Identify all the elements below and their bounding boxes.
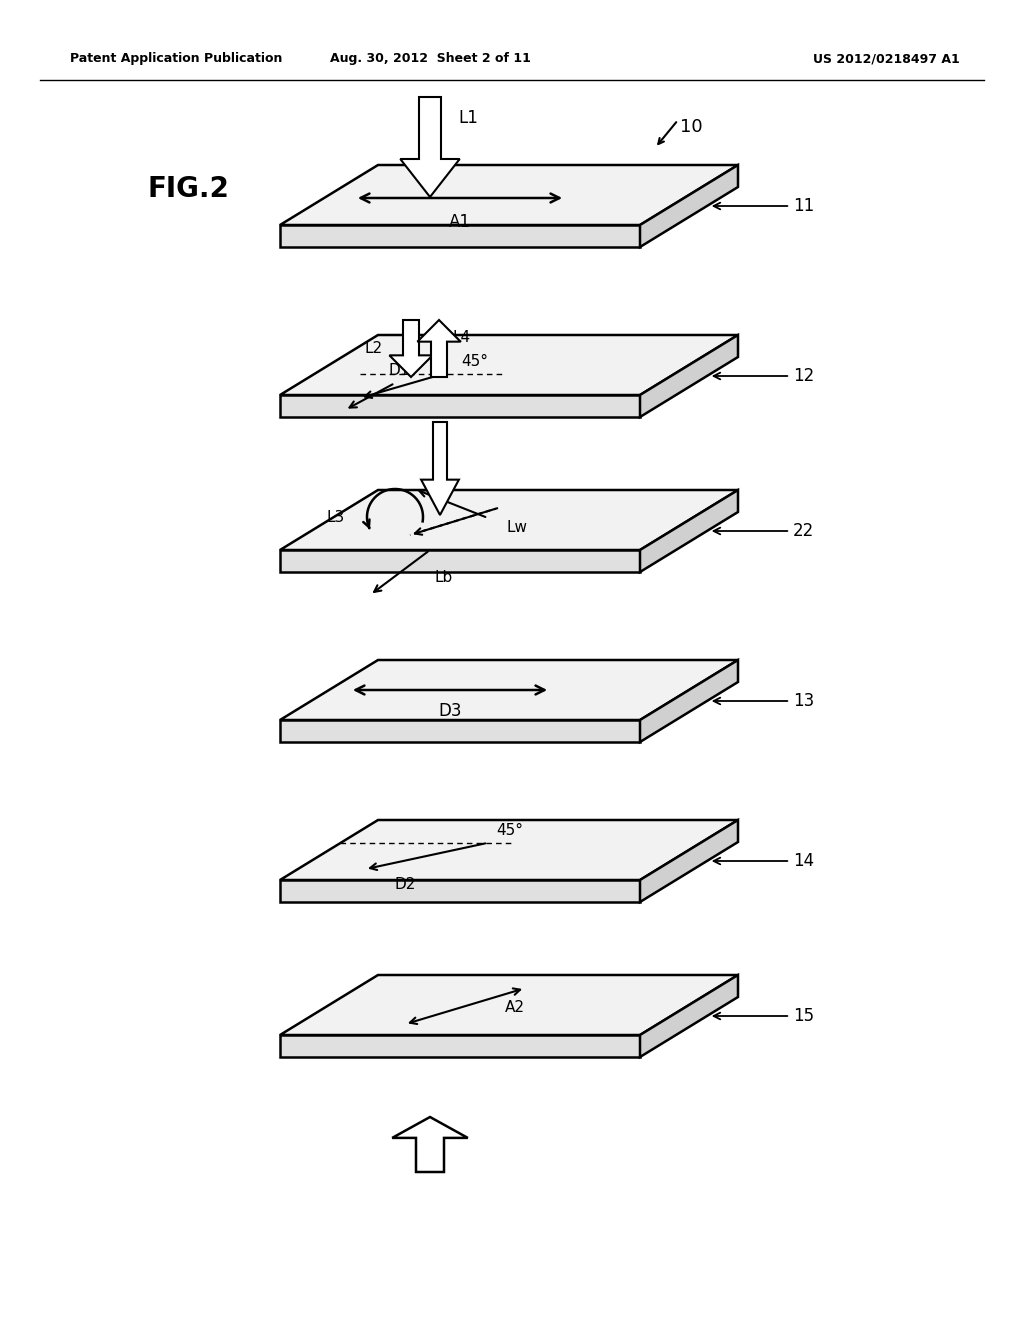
Text: L4: L4 <box>453 330 471 345</box>
Text: US 2012/0218497 A1: US 2012/0218497 A1 <box>813 51 961 65</box>
Text: 10: 10 <box>680 117 702 136</box>
Polygon shape <box>640 335 738 417</box>
Text: A2: A2 <box>505 1001 525 1015</box>
Polygon shape <box>280 165 738 224</box>
Text: 14: 14 <box>714 851 814 870</box>
Polygon shape <box>280 335 738 395</box>
Polygon shape <box>640 660 738 742</box>
Polygon shape <box>280 660 738 719</box>
Text: L2: L2 <box>365 341 383 356</box>
Polygon shape <box>389 319 432 378</box>
Polygon shape <box>280 820 738 880</box>
Text: 13: 13 <box>714 692 814 710</box>
Text: A1: A1 <box>449 213 471 231</box>
Polygon shape <box>640 820 738 902</box>
Text: Lw: Lw <box>506 520 527 535</box>
Text: 15: 15 <box>714 1007 814 1026</box>
Polygon shape <box>418 319 461 378</box>
Text: 45°: 45° <box>496 822 523 838</box>
Polygon shape <box>421 422 459 515</box>
Polygon shape <box>280 490 738 550</box>
Polygon shape <box>640 490 738 572</box>
Polygon shape <box>280 719 640 742</box>
Text: D1: D1 <box>388 363 410 378</box>
Text: L3: L3 <box>327 510 345 524</box>
Text: D2: D2 <box>395 878 417 892</box>
Text: Aug. 30, 2012  Sheet 2 of 11: Aug. 30, 2012 Sheet 2 of 11 <box>330 51 530 65</box>
Polygon shape <box>280 975 738 1035</box>
Text: FIG.2: FIG.2 <box>148 176 229 203</box>
Polygon shape <box>280 550 640 572</box>
Polygon shape <box>280 395 640 417</box>
Text: Lb: Lb <box>435 570 454 585</box>
Polygon shape <box>400 96 460 197</box>
Polygon shape <box>640 975 738 1057</box>
Text: 45°: 45° <box>461 354 488 370</box>
Text: 12: 12 <box>714 367 814 385</box>
Text: D3: D3 <box>438 702 462 719</box>
Polygon shape <box>392 1117 468 1172</box>
Polygon shape <box>280 224 640 247</box>
Polygon shape <box>280 1035 640 1057</box>
Polygon shape <box>640 165 738 247</box>
Text: 11: 11 <box>714 197 814 215</box>
Text: L1: L1 <box>458 110 478 127</box>
Polygon shape <box>280 880 640 902</box>
Text: Patent Application Publication: Patent Application Publication <box>70 51 283 65</box>
Text: 22: 22 <box>714 521 814 540</box>
